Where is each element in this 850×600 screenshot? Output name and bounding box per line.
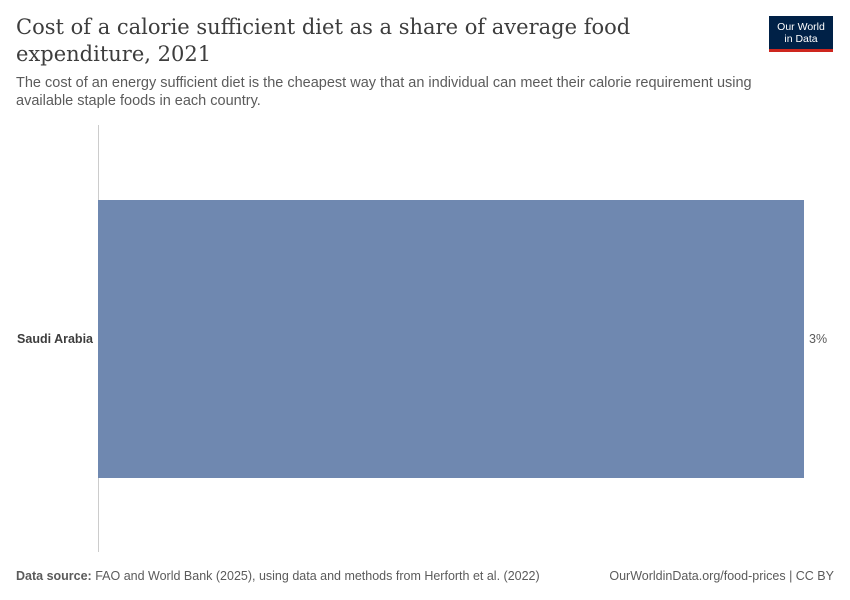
logo-line-2: in Data: [784, 33, 818, 45]
logo-line-1: Our World: [777, 21, 825, 33]
category-label-0: Saudi Arabia: [17, 332, 94, 346]
bar-chart: Saudi Arabia 3%: [17, 125, 827, 552]
owid-logo[interactable]: Our World in Data: [769, 16, 833, 52]
data-source-text: FAO and World Bank (2025), using data an…: [95, 569, 540, 583]
source-link[interactable]: OurWorldinData.org/food-prices | CC BY: [609, 569, 834, 583]
value-label-0: 3%: [809, 332, 827, 346]
data-source: Data source: FAO and World Bank (2025), …: [16, 569, 540, 583]
bar-0[interactable]: [98, 200, 804, 478]
chart-title: Cost of a calorie sufficient diet as a s…: [16, 15, 631, 66]
chart-subtitle: The cost of an energy sufficient diet is…: [16, 75, 752, 109]
data-source-label: Data source:: [16, 569, 92, 583]
